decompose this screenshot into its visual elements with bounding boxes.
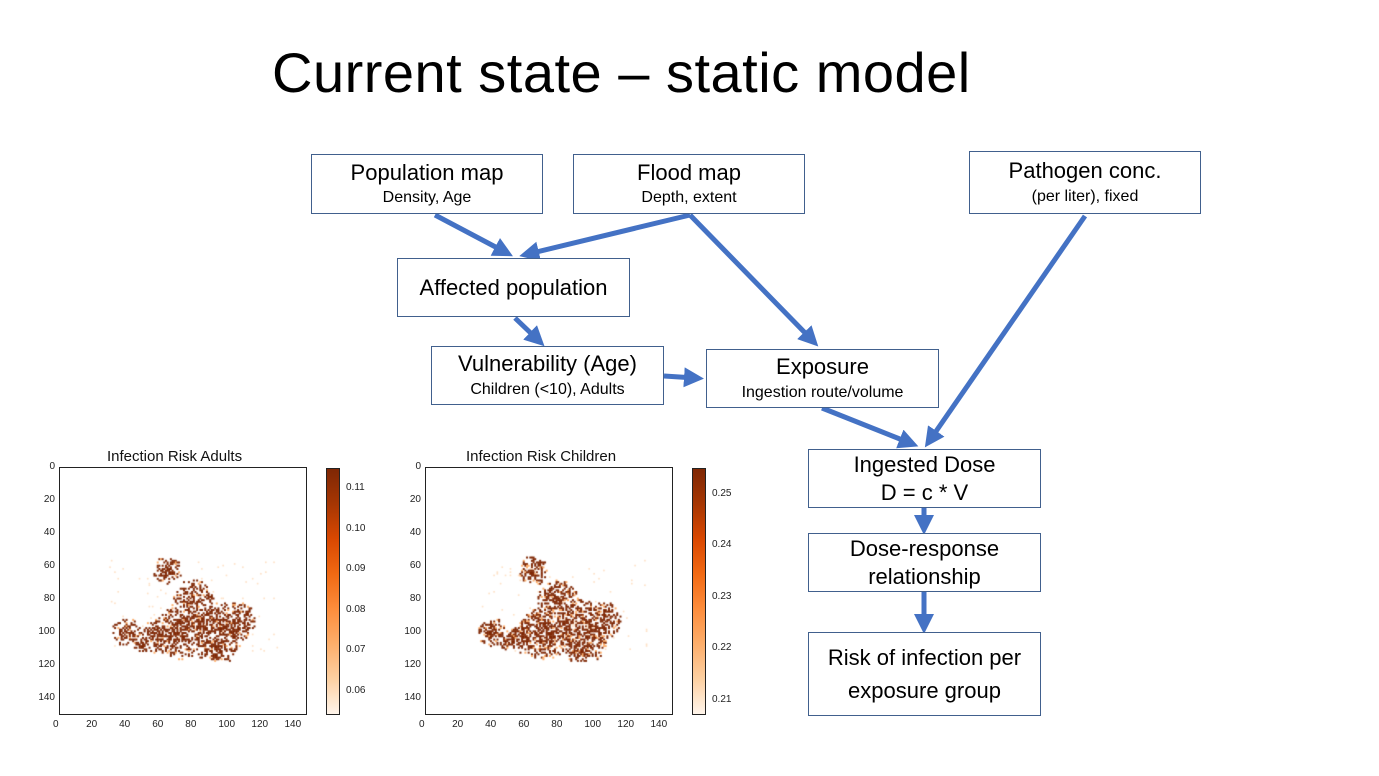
children-colorbar-tick-0.21: 0.21: [712, 693, 732, 705]
adults-x-tick-0: 0: [53, 719, 59, 730]
children-x-tick-0: 0: [419, 719, 425, 730]
adults-colorbar-tick-0.07: 0.07: [346, 644, 366, 656]
exposure-box: Exposure Ingestion route/volume: [706, 349, 939, 408]
children-y-tick-80: 80: [409, 593, 421, 605]
arrow-affected-to-vulnerability: [513, 316, 545, 347]
children-x-tick-140: 140: [650, 719, 668, 730]
ingested-dose-title: Ingested Dose: [853, 452, 996, 477]
children-y-tick-20: 20: [409, 494, 421, 506]
vulnerability-subtitle: Children (<10), Adults: [470, 380, 625, 398]
population-map-box: Population map Density, Age: [311, 154, 543, 214]
arrow-pathogen-to-ingested: [924, 214, 1088, 448]
exposure-title: Exposure: [776, 354, 869, 380]
adults-colorbar-tick-0.09: 0.09: [346, 563, 366, 575]
adults-plot-frame: [59, 467, 307, 715]
arrow-flood-to-exposure: [688, 213, 819, 347]
children-y-tick-40: 40: [409, 527, 421, 539]
adults-y-tick-80: 80: [43, 593, 55, 605]
adults-colorbar-tick-0.11: 0.11: [346, 482, 365, 494]
flood-map-box: Flood map Depth, extent: [573, 154, 805, 214]
adults-x-tick-100: 100: [218, 719, 236, 730]
children-x-tick-80: 80: [551, 719, 563, 730]
ingested-dose-box: Ingested Dose D = c * V: [808, 449, 1041, 508]
slide-title: Current state – static model: [272, 41, 971, 104]
adults-x-tick-80: 80: [185, 719, 197, 730]
adults-plot-title: Infection Risk Adults: [107, 448, 243, 465]
adults-x-tick-60: 60: [152, 719, 164, 730]
children-y-tick-100: 100: [404, 626, 421, 638]
adults-y-tick-120: 120: [38, 659, 55, 671]
children-colorbar-tick-0.23: 0.23: [712, 590, 732, 602]
flood-map-title: Flood map: [637, 159, 741, 185]
children-y-tick-120: 120: [404, 659, 421, 671]
pathogen-box: Pathogen conc. (per liter), fixed: [969, 151, 1201, 214]
adults-colorbar-tick-0.06: 0.06: [346, 684, 366, 696]
adults-y-tick-40: 40: [43, 527, 55, 539]
adults-y-tick-100: 100: [38, 626, 55, 638]
arrow-exposure-to-ingested: [821, 405, 919, 449]
arrow-population-to-affected: [433, 212, 513, 257]
arrow-vulnerability-to-exposure: [663, 367, 704, 388]
children-colorbar-tick-0.25: 0.25: [712, 487, 732, 499]
adults-x-tick-20: 20: [86, 719, 98, 730]
adults-x-tick-140: 140: [284, 719, 302, 730]
children-x-tick-100: 100: [584, 719, 602, 730]
population-map-subtitle: Density, Age: [382, 189, 472, 207]
children-colorbar-tick-0.22: 0.22: [712, 642, 732, 654]
adults-heatmap: [60, 468, 306, 714]
affected-population-title: Affected population: [419, 274, 608, 300]
flood-map-subtitle: Depth, extent: [641, 189, 737, 207]
adults-y-tick-140: 140: [38, 692, 55, 704]
risk-title: Risk of infection per: [827, 644, 1022, 670]
children-colorbar: [692, 468, 706, 715]
dose-response-line2: relationship: [868, 563, 981, 589]
exposure-subtitle: Ingestion route/volume: [741, 383, 904, 401]
children-plot-title: Infection Risk Children: [466, 448, 617, 465]
adults-y-tick-0: 0: [49, 461, 55, 472]
risk-box: Risk of infection per exposure group: [808, 632, 1041, 716]
children-x-tick-40: 40: [485, 719, 497, 730]
pathogen-title: Pathogen conc.: [1008, 158, 1162, 184]
children-x-tick-20: 20: [452, 719, 464, 730]
adults-x-tick-120: 120: [251, 719, 269, 730]
children-plot-frame: [425, 467, 673, 715]
vulnerability-box: Vulnerability (Age) Children (<10), Adul…: [431, 346, 664, 405]
dose-response-title: Dose-response: [849, 536, 1000, 561]
pathogen-subtitle: (per liter), fixed: [1031, 187, 1139, 205]
vulnerability-title: Vulnerability (Age): [458, 351, 637, 377]
risk-line2: exposure group: [848, 678, 1001, 703]
children-y-tick-0: 0: [415, 461, 421, 472]
adults-colorbar: [326, 468, 340, 715]
adults-colorbar-tick-0.10: 0.10: [346, 522, 366, 534]
ingested-dose-formula: D = c * V: [880, 479, 969, 505]
population-map-title: Population map: [350, 159, 504, 185]
adults-y-tick-60: 60: [43, 560, 55, 572]
children-y-tick-60: 60: [409, 560, 421, 572]
dose-response-box: Dose-response relationship: [808, 533, 1041, 592]
adults-y-tick-20: 20: [43, 494, 55, 506]
affected-population-box: Affected population: [397, 258, 630, 317]
adults-x-tick-40: 40: [119, 719, 131, 730]
children-heatmap: [426, 468, 672, 714]
children-x-tick-120: 120: [617, 719, 635, 730]
adults-colorbar-tick-0.08: 0.08: [346, 603, 366, 615]
children-x-tick-60: 60: [518, 719, 530, 730]
children-y-tick-140: 140: [404, 692, 421, 704]
children-colorbar-tick-0.24: 0.24: [712, 539, 732, 551]
arrow-flood-to-affected: [519, 212, 691, 262]
